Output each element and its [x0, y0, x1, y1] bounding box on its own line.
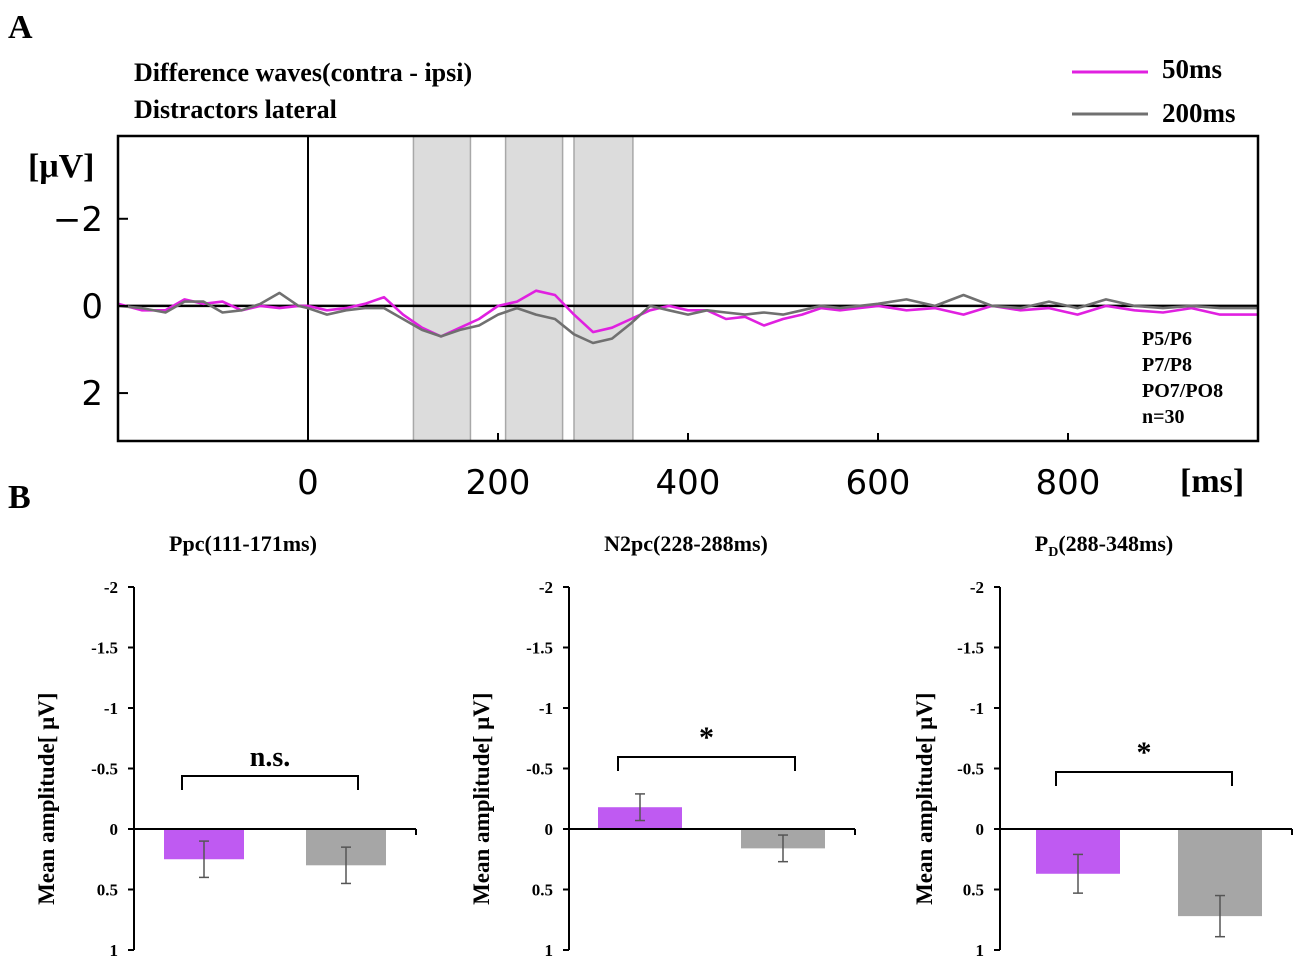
y-tick-label-4: 0 — [976, 820, 985, 839]
wave-title-line2: Distractors lateral — [134, 95, 337, 124]
y-tick-label-3: -0.5 — [957, 760, 984, 779]
analysis-window-1 — [412, 135, 472, 442]
y-tick-label-2: -1 — [539, 699, 553, 718]
y-tick-label-6: 1 — [976, 941, 985, 960]
y-tick-label-5: 0.5 — [963, 881, 984, 900]
y-tick-label-6: 1 — [110, 941, 119, 960]
bar-title-pd-sub: D — [1048, 545, 1058, 560]
panel-a-label: A — [8, 9, 33, 46]
legend-label-200ms: 200ms — [1162, 98, 1236, 128]
bar-title-pd-main: P — [1035, 531, 1048, 556]
legend-label-50ms: 50ms — [1162, 54, 1222, 84]
electrode-note-line3: PO7/PO8 — [1142, 380, 1223, 402]
y-axis-label: Mean amplitude[ μV] — [912, 693, 937, 905]
x-tick-label-800: 800 — [1036, 463, 1101, 503]
legend: 50ms 200ms — [1072, 54, 1236, 128]
x-tick-label-600: 600 — [846, 463, 911, 503]
wave-xlabel: [ms] — [1180, 463, 1244, 500]
wave-plot: 0 200 400 600 800 −2 0 2 — [53, 134, 1260, 503]
bar-chart-n2pc: -2 -1.5 -1 -0.5 0 0.5 1 Mean amplitude[ μV] * — [469, 578, 856, 960]
electrode-note-line2: P7/P8 — [1142, 354, 1192, 376]
y-tick-label-0: -2 — [104, 578, 118, 597]
y-tick-label-0: -2 — [539, 578, 553, 597]
significance-label: n.s. — [250, 742, 290, 773]
x-tick-label-200: 200 — [466, 463, 531, 503]
y-tick-label-5: 0.5 — [532, 881, 553, 900]
wave-title-line1: Difference waves(contra - ipsi) — [134, 58, 472, 87]
y-tick-label-1: 0 — [81, 287, 103, 327]
significance-bracket — [1055, 771, 1233, 786]
y-axis-label: Mean amplitude[ μV] — [34, 693, 59, 905]
y-tick-label-5: 0.5 — [97, 881, 118, 900]
y-tick-label-4: 0 — [110, 820, 119, 839]
y-axis-label: Mean amplitude[ μV] — [469, 693, 494, 905]
y-tick-label-0: -2 — [970, 578, 984, 597]
y-tick-label-3: -0.5 — [526, 760, 553, 779]
y-tick-label-6: 1 — [545, 941, 554, 960]
y-tick-label-2: -1 — [104, 699, 118, 718]
bar-title-n2pc: N2pc(228-288ms) — [604, 531, 768, 556]
y-tick-label-2: 2 — [81, 374, 103, 414]
x-tick-label-0: 0 — [297, 463, 319, 503]
analysis-window-2 — [504, 135, 564, 442]
electrode-note: P5/P6 P7/P8 PO7/PO8 n=30 — [1142, 328, 1223, 428]
analysis-window-3 — [573, 135, 634, 442]
wave-series-200ms — [117, 291, 1258, 345]
y-tick-label-1: -1.5 — [957, 639, 984, 658]
bar-title-pd-rest: (288-348ms) — [1058, 531, 1173, 556]
significance-label: * — [699, 721, 714, 754]
x-tick-label-400: 400 — [656, 463, 721, 503]
bar-chart-pd: -2 -1.5 -1 -0.5 0 0.5 1 Mean amplitude[ μV] * — [912, 578, 1293, 960]
y-tick-label-3: -0.5 — [91, 760, 118, 779]
significance-label: * — [1137, 736, 1152, 769]
electrode-note-line4: n=30 — [1142, 406, 1185, 428]
y-tick-label-4: 0 — [545, 820, 554, 839]
wave-ylabel: [μV] — [28, 148, 94, 185]
y-tick-label-0: −2 — [53, 200, 103, 240]
wave-plot-frame — [116, 134, 1260, 443]
significance-bracket — [181, 775, 359, 790]
electrode-note-line1: P5/P6 — [1142, 328, 1192, 350]
significance-bracket — [617, 756, 796, 771]
y-tick-label-2: -1 — [970, 699, 984, 718]
panel-b-label: B — [8, 479, 31, 516]
bar-title-ppc: Ppc(111-171ms) — [169, 531, 317, 556]
bar-chart-ppc: -2 -1.5 -1 -0.5 0 0.5 1 Mean amplitude[ μV] n.s. — [34, 578, 417, 960]
y-tick-label-1: -1.5 — [91, 639, 118, 658]
y-tick-label-1: -1.5 — [526, 639, 553, 658]
bar-title-pd: PD(288-348ms) — [1035, 531, 1173, 560]
